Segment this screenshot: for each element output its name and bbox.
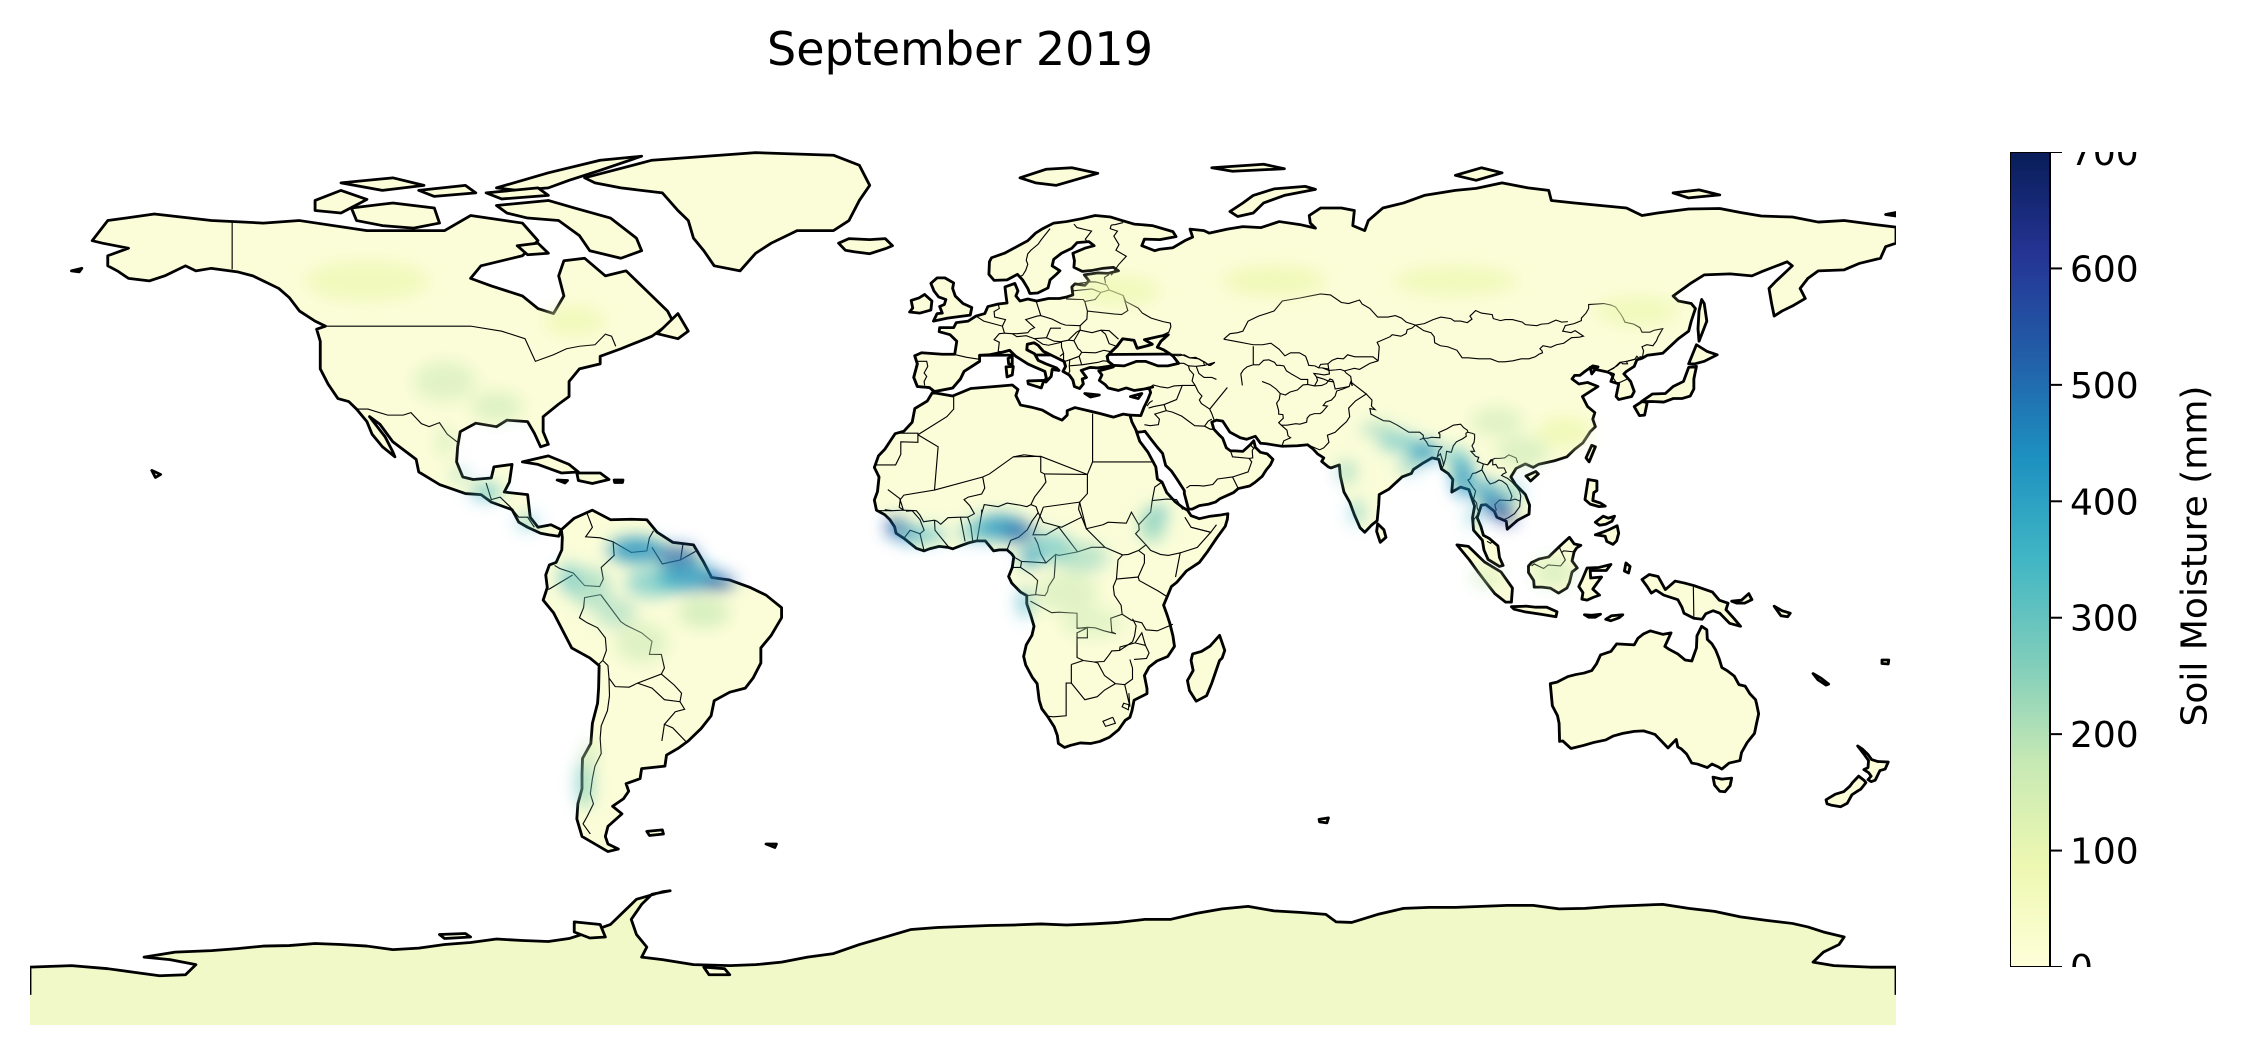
new-guinea (1640, 573, 1742, 628)
flores (1583, 612, 1602, 619)
thurston-island (438, 932, 473, 940)
australia (1548, 624, 1761, 771)
great-britain (929, 276, 974, 323)
baffin-island (495, 199, 644, 260)
java (1509, 604, 1559, 619)
luzon (1583, 478, 1607, 509)
colorbar-tick-label: 500 (2070, 366, 2139, 407)
colorbar-tick-label: 400 (2070, 482, 2139, 523)
colorbar-tick-label: 0 (2070, 948, 2093, 967)
colorbar-tick-label: 600 (2070, 249, 2139, 290)
corsica (1006, 354, 1014, 366)
hispaniola (575, 471, 611, 485)
honshu (1640, 364, 1698, 404)
new-zealand-south (1824, 774, 1868, 809)
ross-edge (30, 994, 1896, 1025)
map-title: September 2019 (767, 22, 1153, 76)
antarctica (30, 889, 1896, 1025)
falkland-islands (645, 828, 665, 837)
new-siberian (1671, 188, 1722, 200)
hainan (1524, 470, 1540, 483)
iceland (837, 237, 894, 256)
colorbar: 0 100 200 300 400 500 600 700 (2009, 133, 2170, 989)
colorbar-label: Soil Moisture (mm) (2174, 385, 2216, 727)
halmahera (1622, 561, 1632, 575)
franz-josef (1210, 162, 1286, 173)
soil-moisture-wet-areas (304, 260, 1679, 809)
devon-island (484, 186, 550, 201)
sri-lanka (1375, 522, 1388, 544)
colorbar-tick-label: 300 (2070, 599, 2139, 640)
sardinia (1004, 364, 1015, 379)
aleutian (70, 266, 84, 274)
colorbar-gradient (2009, 151, 2051, 968)
berkner-island (702, 965, 732, 977)
greenland (583, 151, 872, 273)
land-masses (30, 151, 1896, 1025)
colorbar-tick-label: 700 (2070, 152, 2139, 174)
cyprus (1128, 392, 1144, 400)
southampton-island (515, 241, 550, 257)
kyushu-shikoku (1632, 400, 1649, 418)
banks-island (313, 189, 369, 215)
jamaica (555, 478, 569, 485)
hokkaido (1687, 343, 1719, 366)
sicily (1026, 379, 1046, 390)
crete (1083, 392, 1101, 399)
taiwan (1584, 443, 1597, 464)
new-britain (1730, 592, 1754, 605)
newfoundland (655, 312, 690, 341)
visayas (1593, 514, 1616, 527)
svalbard (1018, 166, 1100, 187)
africa (872, 383, 1230, 749)
colorbar-ticks: 0 100 200 300 400 500 600 700 (2050, 133, 2139, 989)
novaya-zemlya (1228, 184, 1317, 218)
arctic-islands-a (339, 176, 426, 192)
new-zealand-north (1856, 744, 1890, 784)
south-georgia (764, 842, 778, 849)
sakhalin (1696, 298, 1709, 343)
puerto-rico (612, 478, 625, 484)
tasmania (1711, 775, 1734, 794)
north-america (90, 212, 675, 538)
fiji (1880, 658, 1891, 666)
victoria-island (349, 201, 441, 230)
alexander-island (572, 920, 607, 940)
cuba (520, 454, 580, 475)
mindanao (1593, 524, 1621, 546)
solomon (1772, 604, 1792, 619)
colorbar-svg: 0 100 200 300 400 500 600 700 (2009, 133, 2139, 989)
arctic-islands-b (417, 183, 478, 198)
colorbar-tick-label: 100 (2070, 832, 2139, 873)
new-caledonia (1811, 672, 1831, 687)
timor (1604, 613, 1625, 623)
ireland (908, 293, 934, 315)
kerguelen (1317, 816, 1330, 825)
wrangel (1884, 211, 1896, 218)
madagascar (1186, 633, 1227, 703)
severnaya-zemlya (1453, 166, 1504, 182)
world-map (30, 151, 1896, 1025)
eurasia-north (912, 181, 1896, 568)
colorbar-tick-label: 200 (2070, 715, 2139, 756)
hawaii (150, 469, 163, 479)
sulawesi (1577, 563, 1613, 602)
